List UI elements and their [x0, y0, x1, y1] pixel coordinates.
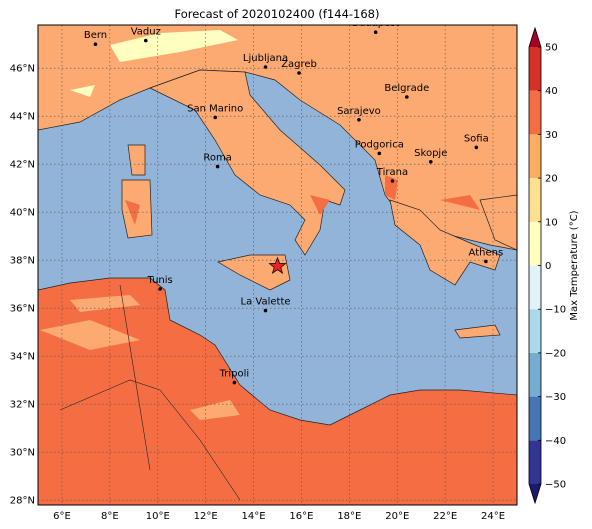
y-tick-label: 30°N [10, 448, 35, 459]
city-dot [377, 151, 382, 156]
city-label: Tripoli [219, 369, 250, 380]
x-tick-label: 10°E [146, 511, 170, 522]
colorbar-segment [529, 309, 541, 353]
colorbar-tick-label: −50 [545, 480, 566, 491]
colorbar-tick-label: −40 [545, 436, 566, 447]
colorbar-segment [529, 440, 541, 484]
city-dot [158, 287, 162, 291]
city-label: San Marino [187, 103, 243, 114]
colorbar-tick-label: 0 [545, 261, 551, 272]
city-dot [428, 160, 433, 164]
x-tick-label: 8°E [101, 511, 119, 522]
colorbar-tick-label: 40 [545, 86, 558, 97]
colorbar-tick-label: 10 [545, 217, 558, 228]
city-label: Skopje [414, 148, 447, 159]
colorbar-under [529, 484, 541, 503]
colorbar-tick-label: −30 [545, 392, 566, 403]
city-label: Sofia [464, 133, 489, 144]
y-tick-label: 32°N [10, 400, 35, 411]
colorbar-tick-label: −10 [545, 305, 566, 316]
city-dot [474, 145, 479, 150]
colorbar-segment [529, 178, 541, 222]
city-label: Zagreb [281, 59, 317, 70]
colorbar-label: Max Temperature (°C) [569, 210, 580, 320]
y-tick-label: 36°N [10, 304, 35, 315]
city-label: La Valette [241, 297, 291, 308]
sardinia [121, 144, 153, 239]
city-label: Podgorica [355, 139, 404, 150]
city-label: Vaduz [131, 27, 161, 38]
colorbar-tick-label: 30 [545, 130, 558, 141]
y-tick-label: 44°N [10, 112, 35, 123]
colorbar-segment [529, 90, 541, 135]
colorbar-over [529, 28, 541, 47]
colorbar-segment [529, 396, 541, 441]
city-label: Roma [203, 153, 232, 164]
colorbar-tick-label: −20 [545, 348, 566, 359]
city-dot [357, 118, 361, 122]
city-dot [405, 95, 409, 99]
city-dot [390, 179, 395, 183]
city-dot [263, 65, 268, 69]
x-tick-label: 6°E [53, 511, 71, 522]
city-label: Belgrade [384, 83, 429, 94]
colorbar-segment [529, 47, 541, 91]
x-tick-label: 18°E [337, 511, 361, 522]
warm-land [125, 175, 480, 225]
cool-land [70, 30, 238, 97]
y-tick-label: 40°N [10, 208, 35, 219]
greece [389, 194, 517, 339]
city-dot [143, 38, 148, 43]
borders [59, 284, 241, 501]
y-tick-label: 46°N [10, 64, 35, 75]
x-tick-label: 16°E [289, 511, 313, 522]
city-dot [297, 71, 301, 75]
city-dot [93, 42, 98, 46]
x-tick-label: 20°E [385, 511, 409, 522]
star-marker [268, 256, 287, 274]
y-tick-label: 34°N [10, 352, 35, 363]
y-tick-label: 28°N [10, 496, 35, 507]
colorbar-segment [529, 352, 541, 397]
x-tick-label: 24°E [481, 511, 505, 522]
cooler-africa [40, 295, 240, 420]
city-label: Athens [469, 247, 504, 258]
x-tick-label: 22°E [433, 511, 457, 522]
y-tick-label: 42°N [10, 160, 35, 171]
city-label: Ljubljana [243, 53, 288, 64]
map-title: Forecast of 2020102400 (f144-168) [175, 7, 380, 21]
city-label: Bern [84, 30, 107, 41]
colorbar-segment [529, 134, 541, 179]
city-dot [232, 380, 237, 385]
city-dot [263, 308, 268, 313]
city-label: Tunis [147, 275, 173, 286]
map-frame [37, 24, 518, 506]
colorbar-segment [529, 221, 541, 266]
city-dot [484, 259, 488, 264]
city-label: Tirana [376, 167, 408, 178]
city-dot [215, 164, 220, 169]
city-label: Sarajevo [337, 106, 381, 117]
colorbar-tick-label: 20 [545, 174, 558, 185]
city-dot [213, 115, 218, 120]
x-tick-label: 14°E [242, 511, 266, 522]
colorbar-segment [529, 265, 541, 310]
colorbar-tick-label: 50 [545, 43, 558, 54]
city-label: Budapest [352, 18, 399, 29]
africa [38, 277, 517, 505]
y-tick-label: 38°N [10, 256, 35, 267]
italy [149, 69, 346, 256]
x-tick-label: 12°E [194, 511, 218, 522]
city-dot [373, 30, 378, 34]
